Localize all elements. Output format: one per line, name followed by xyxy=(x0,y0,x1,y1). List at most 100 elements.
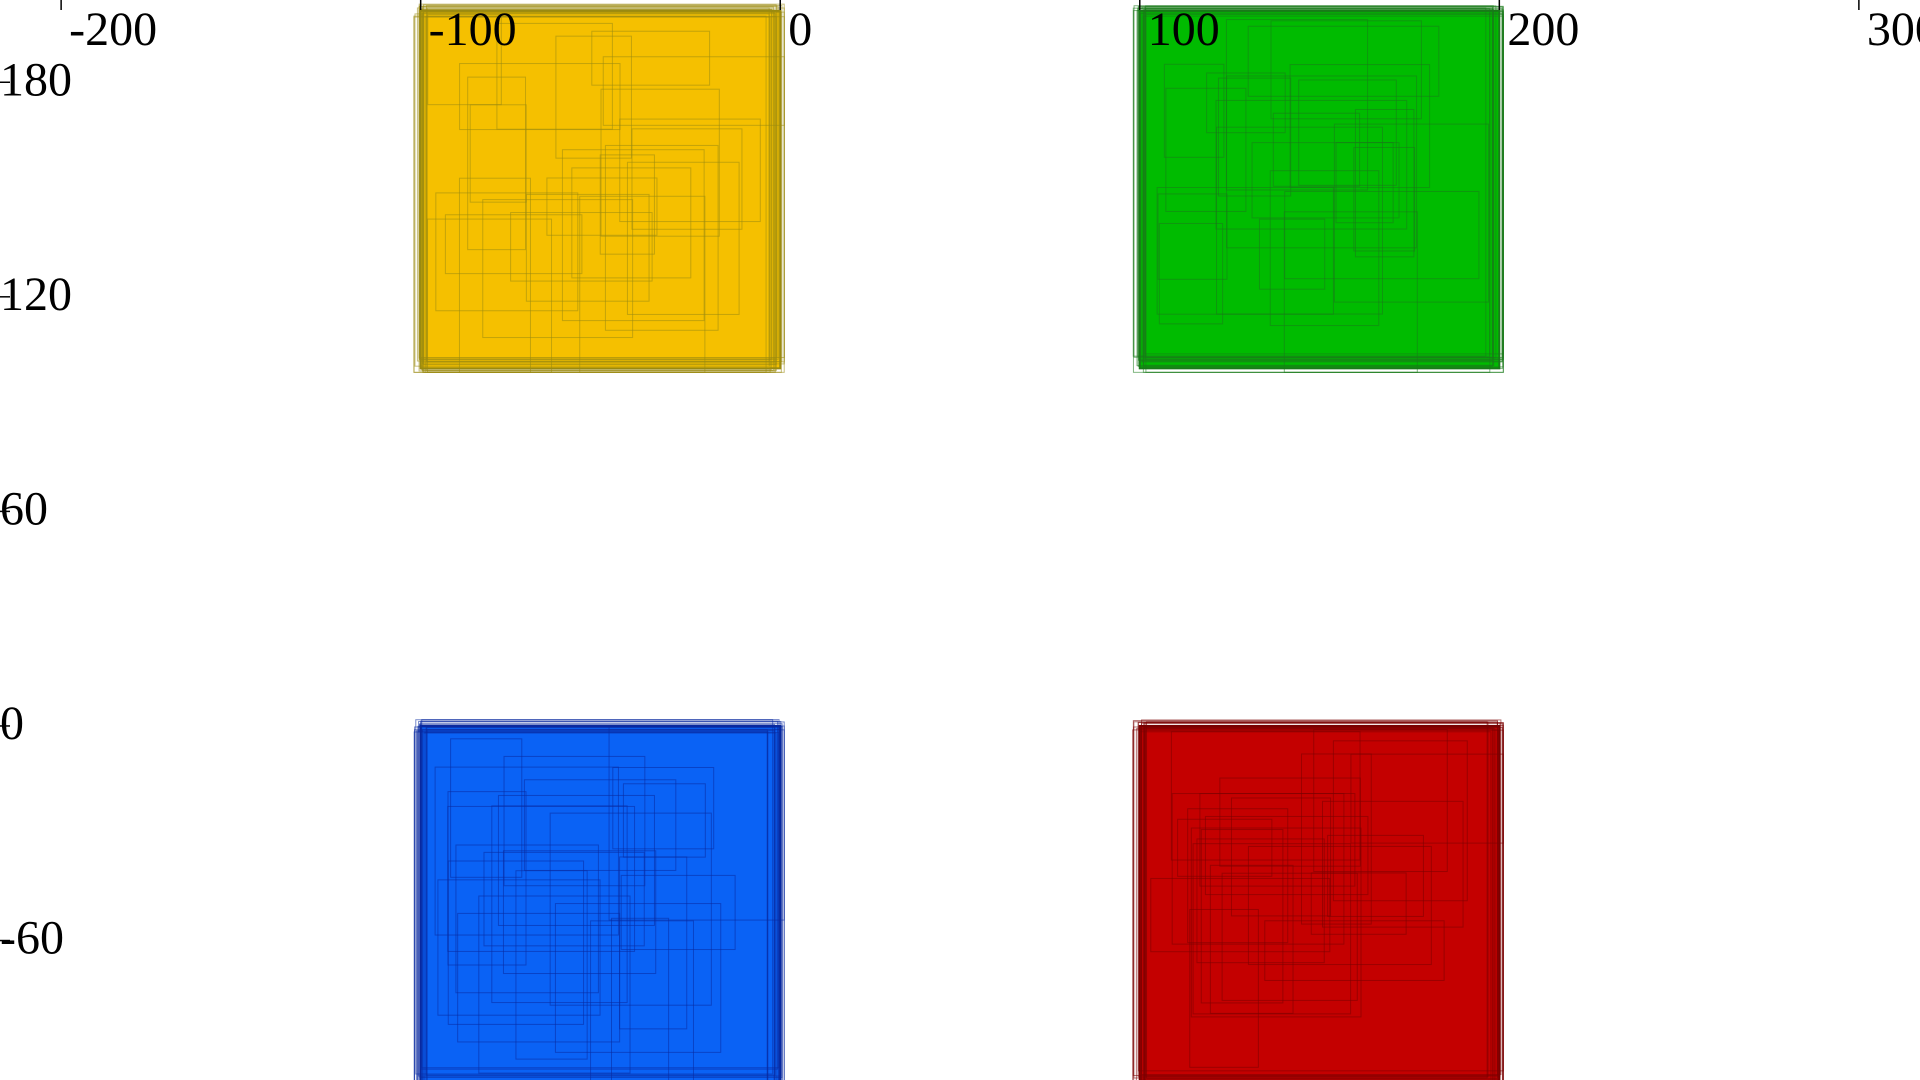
outline-texture xyxy=(437,879,601,1016)
outline-texture xyxy=(600,88,720,237)
outline-texture xyxy=(1157,193,1228,280)
x-tick-label: 100 xyxy=(1148,3,1220,56)
square-group xyxy=(413,719,785,1080)
outline-texture xyxy=(1333,123,1490,303)
outline-texture xyxy=(1298,79,1397,186)
outline-texture xyxy=(1158,222,1224,325)
outline-texture xyxy=(447,791,527,966)
outline-texture xyxy=(1221,872,1358,1001)
outline-texture xyxy=(1215,99,1408,230)
outline-texture xyxy=(549,812,712,1006)
y-tick-label: 0 xyxy=(0,697,24,750)
outline-texture xyxy=(1196,838,1325,964)
outline-texture xyxy=(1332,740,1468,902)
outline-texture xyxy=(631,128,743,230)
outline-texture xyxy=(579,195,706,373)
outline-texture xyxy=(1310,872,1407,935)
outline-texture xyxy=(1247,845,1432,966)
outline-texture xyxy=(450,738,523,878)
outline-texture xyxy=(1145,5,1497,359)
x-tick-label: 0 xyxy=(788,3,812,56)
outline-texture xyxy=(619,118,761,223)
square-group xyxy=(413,3,785,373)
x-tick-label: -200 xyxy=(69,3,157,56)
outline-texture xyxy=(427,218,553,373)
outline-texture xyxy=(602,56,785,126)
outline-texture xyxy=(555,35,632,159)
outline-texture xyxy=(523,779,677,871)
square-group xyxy=(1132,5,1504,373)
outline-texture xyxy=(626,161,740,315)
outline-texture xyxy=(608,725,785,921)
outline-texture xyxy=(1209,864,1294,1014)
outline-texture xyxy=(1217,77,1292,197)
outline-texture xyxy=(1141,727,1493,1080)
outline-texture xyxy=(1258,218,1326,290)
outline-texture xyxy=(497,794,655,926)
outline-texture xyxy=(590,920,694,1080)
outline-texture xyxy=(467,76,527,251)
outline-texture xyxy=(435,192,579,312)
outline-texture xyxy=(604,144,719,331)
outline-texture xyxy=(554,903,722,1053)
outline-texture xyxy=(416,730,775,1080)
outline-texture xyxy=(599,154,655,255)
outline-texture xyxy=(1219,777,1361,867)
outline-texture xyxy=(1353,146,1416,252)
outline-texture xyxy=(1270,20,1422,120)
outline-texture xyxy=(1247,25,1440,97)
outline-texture xyxy=(482,199,634,339)
outline-texture xyxy=(496,22,613,130)
outline-texture xyxy=(1132,720,1498,1076)
outline-texture xyxy=(478,895,631,1074)
outline-texture xyxy=(502,850,657,975)
outline-texture xyxy=(1313,728,1448,873)
outline-texture xyxy=(591,30,711,86)
outline-texture xyxy=(455,844,599,994)
outline-texture xyxy=(1269,170,1380,327)
outline-texture xyxy=(1251,142,1400,219)
outline-texture xyxy=(1163,63,1225,158)
outline-texture xyxy=(427,14,502,106)
outline-texture xyxy=(546,177,658,236)
outline-texture xyxy=(1327,834,1424,917)
outline-texture xyxy=(1190,827,1362,1018)
square-group xyxy=(1132,719,1504,1080)
outline-texture xyxy=(1135,728,1496,1080)
outline-texture xyxy=(1283,211,1418,373)
outline-texture xyxy=(612,766,715,850)
outline-texture xyxy=(444,214,583,275)
y-tick-label: 60 xyxy=(0,482,48,535)
outline-texture xyxy=(1141,6,1503,362)
outline-texture xyxy=(1206,72,1286,134)
outline-texture xyxy=(420,9,772,371)
square xyxy=(1138,724,1501,1080)
x-tick-label: -100 xyxy=(429,3,517,56)
outline-texture xyxy=(1272,112,1361,187)
y-tick-label: 120 xyxy=(0,268,72,321)
outline-texture xyxy=(422,732,777,1080)
outline-texture xyxy=(434,766,619,936)
outline-texture xyxy=(1165,87,1247,212)
outline-texture xyxy=(1204,815,1369,896)
y-tick-label: -60 xyxy=(0,912,64,965)
x-tick-label: 200 xyxy=(1507,3,1579,56)
outline-texture xyxy=(1216,126,1383,315)
outline-texture xyxy=(510,212,653,282)
outline-texture xyxy=(457,912,621,1043)
outline-texture xyxy=(1335,142,1394,224)
outline-texture xyxy=(525,193,650,302)
y-tick-label: 180 xyxy=(0,53,72,106)
outline-texture xyxy=(1289,64,1431,189)
outline-texture xyxy=(503,755,646,887)
outline-texture xyxy=(1264,920,1445,981)
x-tick-label: 300 xyxy=(1867,3,1920,56)
outline-texture xyxy=(1350,753,1504,844)
outline-texture xyxy=(1187,808,1289,944)
outline-texture xyxy=(1136,10,1495,367)
outline-texture xyxy=(1230,797,1332,917)
outline-texture xyxy=(1322,800,1464,928)
outline-texture xyxy=(571,167,692,279)
